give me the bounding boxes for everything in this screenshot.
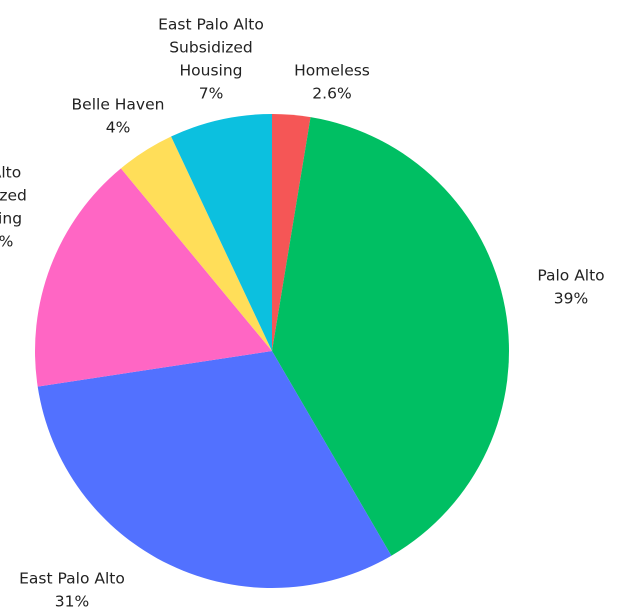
pie-slice-palo-alto-subsidized-housing: [35, 168, 272, 387]
slice-name-label: Belle Haven: [72, 96, 165, 114]
slice-value-label: 31%: [55, 593, 89, 611]
slice-name-label: Housing: [179, 62, 242, 80]
pie-slice-east-palo-alto-subsidized-housing: [171, 114, 272, 351]
slice-label-belle-haven: Belle Haven 4%: [72, 96, 165, 137]
slice-value-label: 39%: [554, 290, 588, 308]
slice-name-label: sing: [0, 210, 22, 228]
slice-label-homeless: Homeless 2.6%: [294, 62, 370, 103]
pie-slice-east-palo-alto: [37, 351, 392, 589]
pie-slice-palo-alto: [272, 117, 509, 556]
slice-name-label: dized: [0, 187, 27, 205]
slice-name-label: Subsidized: [169, 39, 253, 57]
slice-name-label: Palo Alto: [537, 267, 604, 285]
slice-name-label: East Palo Alto: [158, 16, 264, 34]
slice-value-label: 7%: [199, 85, 224, 103]
slice-label-palo-alto-subsidized-housing: Alto dized sing%: [0, 164, 27, 251]
pie-slice-homeless: [272, 114, 311, 351]
slice-name-label: Alto: [0, 164, 21, 182]
slice-label-east-palo-alto: East Palo Alto 31%: [19, 570, 125, 611]
slice-value-label: 4%: [106, 119, 131, 137]
slice-name-label: %: [0, 233, 13, 251]
slice-value-label: 2.6%: [312, 85, 351, 103]
pie-labels: Homeless 2.6% Palo Alto 39% East Palo Alto 31…: [0, 16, 605, 611]
slice-name-label: Homeless: [294, 62, 370, 80]
slice-name-label: East Palo Alto: [19, 570, 125, 588]
slice-label-palo-alto: Palo Alto 39%: [537, 267, 604, 308]
pie-slice-belle-haven: [120, 136, 273, 351]
slice-label-east-palo-alto-subsidized-housing: East Palo Alto Subsidized Housing 7%: [158, 16, 264, 103]
pie-slices: [35, 114, 509, 589]
